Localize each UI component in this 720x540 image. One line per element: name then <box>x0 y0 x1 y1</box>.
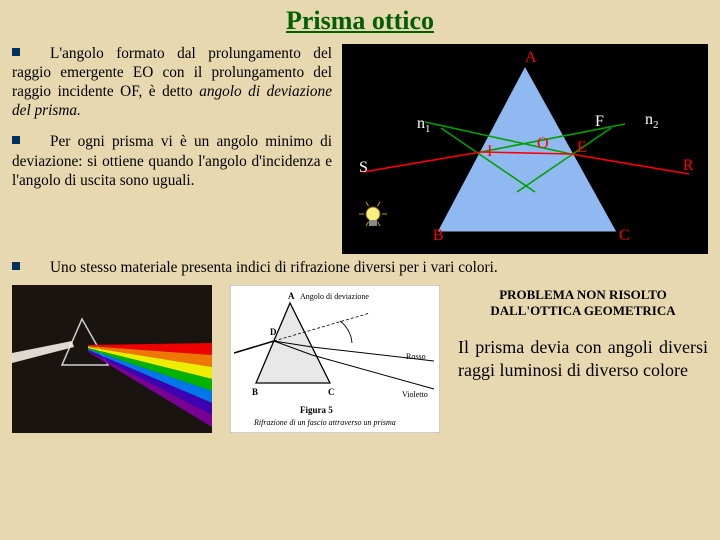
svg-text:Figura 5: Figura 5 <box>300 405 333 415</box>
svg-text:B: B <box>252 387 258 397</box>
para3-text: Uno stesso materiale presenta indici di … <box>50 259 498 276</box>
top-row: L'angolo formato dal prolungamento del r… <box>0 44 720 254</box>
prism-diagram: ABCSRIOEFn1n2 <box>342 44 708 254</box>
paragraph-2: Per ogni prisma vi è un angolo minimo di… <box>12 132 332 189</box>
svg-text:D: D <box>270 327 277 337</box>
paragraph-1: L'angolo formato dal prolungamento del r… <box>12 44 332 120</box>
svg-text:C: C <box>619 227 630 244</box>
svg-text:R: R <box>683 157 694 174</box>
svg-text:C: C <box>328 387 335 397</box>
svg-text:F: F <box>595 113 604 130</box>
bullet-icon <box>12 48 20 56</box>
paragraph-column: L'angolo formato dal prolungamento del r… <box>12 44 332 254</box>
svg-text:O: O <box>537 135 549 152</box>
conclusion-text: Il prisma devia con angoli diversi raggi… <box>458 336 708 383</box>
svg-text:S: S <box>359 159 368 176</box>
refraction-figure: Angolo di deviazione Rosso Violetto A B C D Fig… <box>230 285 440 433</box>
problem-line2: DALL'OTTICA GEOMETRICA <box>490 303 675 318</box>
svg-text:Violetto: Violetto <box>402 390 428 399</box>
svg-text:Rosso: Rosso <box>406 352 426 361</box>
right-column: PROBLEMA NON RISOLTO DALL'OTTICA GEOMETR… <box>458 285 708 382</box>
paragraph-3: Uno stesso materiale presenta indici di … <box>0 254 720 285</box>
svg-text:A: A <box>525 49 537 66</box>
problem-heading: PROBLEMA NON RISOLTO DALL'OTTICA GEOMETR… <box>458 287 708 320</box>
bottom-row: Angolo di deviazione Rosso Violetto A B C D Fig… <box>0 285 720 433</box>
svg-text:Angolo di deviazione: Angolo di deviazione <box>300 292 369 301</box>
svg-text:Rifrazione di un fascio attrav: Rifrazione di un fascio attraverso un pr… <box>253 418 396 427</box>
svg-text:B: B <box>433 227 444 244</box>
svg-text:A: A <box>288 291 295 301</box>
svg-text:I: I <box>487 143 492 160</box>
dispersion-photo <box>12 285 212 433</box>
page-title: Prisma ottico <box>0 0 720 44</box>
problem-line1: PROBLEMA NON RISOLTO <box>499 287 667 302</box>
para2-text: Per ogni prisma vi è un angolo minimo di… <box>12 133 332 188</box>
svg-text:E: E <box>577 139 587 156</box>
bullet-icon <box>12 262 20 270</box>
bullet-icon <box>12 136 20 144</box>
